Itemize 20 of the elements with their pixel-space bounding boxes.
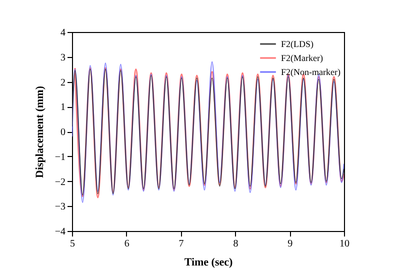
- y-tick-label: 1: [60, 102, 66, 114]
- x-axis-title: Time (sec): [184, 256, 234, 268]
- legend-label: F2(Non-marker): [281, 67, 340, 77]
- legend-label: F2(LDS): [281, 39, 314, 49]
- y-tick-label: 3: [60, 52, 66, 64]
- x-tick-label: 6: [124, 238, 130, 250]
- x-tick-label: 10: [340, 238, 350, 250]
- y-tick-label: 2: [60, 77, 66, 88]
- y-tick-label: 0: [60, 127, 66, 138]
- y-axis-title: Displacement (mm): [34, 86, 46, 178]
- x-tick-label: 5: [70, 238, 75, 250]
- x-tick-label: 7: [178, 238, 184, 250]
- x-tick-label: 8: [233, 238, 238, 250]
- y-tick-label: −2: [54, 176, 66, 188]
- y-tick-label: 4: [60, 28, 66, 38]
- x-tick-label: 9: [288, 238, 293, 250]
- y-tick-label: −3: [54, 202, 66, 213]
- legend-label: F2(Marker): [281, 53, 323, 63]
- y-tick-label: −4: [54, 226, 66, 238]
- y-tick-label: −1: [54, 152, 66, 163]
